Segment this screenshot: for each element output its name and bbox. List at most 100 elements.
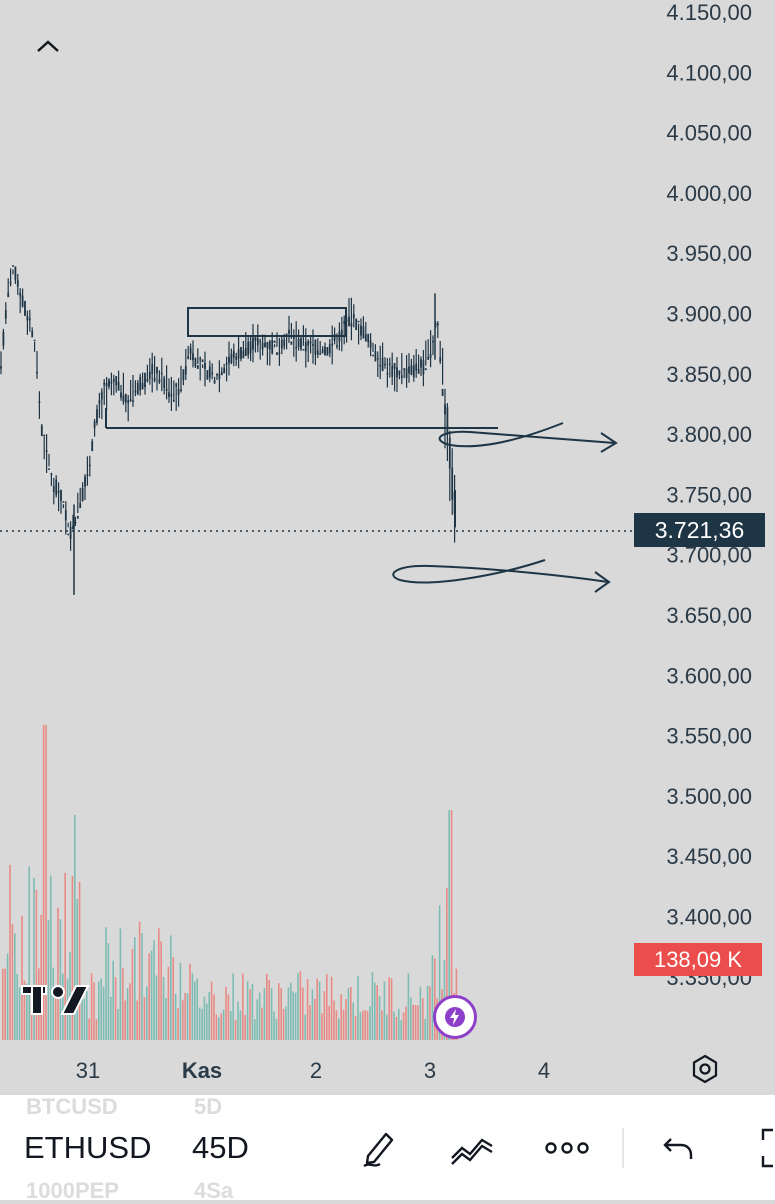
volume-bar <box>285 1006 287 1040</box>
candle-body <box>398 370 401 375</box>
indicators-button[interactable] <box>446 1122 498 1174</box>
volume-bar <box>110 996 112 1040</box>
volume-bar <box>287 987 290 1040</box>
volume-bar <box>141 933 143 1040</box>
arrowhead-upper <box>600 432 618 453</box>
candle-body <box>384 363 386 366</box>
time-axis[interactable]: 31 Kas 2 3 4 <box>76 1058 550 1083</box>
volume-bar <box>62 973 64 1040</box>
candle-body <box>88 464 91 467</box>
price-axis-label: 4.050,00 <box>666 121 752 146</box>
volume-bar <box>179 962 182 1040</box>
volume-bar <box>30 990 33 1040</box>
candle-body <box>300 338 302 349</box>
volume-bar <box>290 982 292 1040</box>
volume-bar <box>218 1017 220 1040</box>
candle-body <box>146 379 149 382</box>
candle-body <box>93 421 96 428</box>
candle-body <box>55 479 58 496</box>
chart-canvas[interactable]: 4.150,00 4.100,00 4.050,00 4.000,00 3.950,00… <box>0 0 775 1095</box>
chart-settings-button[interactable] <box>688 1052 722 1086</box>
price-axis-label: 4.000,00 <box>666 181 752 206</box>
candle-body <box>333 334 336 341</box>
volume-bar <box>326 974 328 1040</box>
volume-bar <box>364 1009 366 1040</box>
fullscreen-button[interactable] <box>740 1122 775 1174</box>
volume-bar <box>268 979 270 1040</box>
candle-body <box>38 401 41 404</box>
volume-bar <box>165 997 167 1040</box>
more-dots-icon <box>545 1142 589 1154</box>
candle-body <box>81 488 84 502</box>
volume-bar <box>333 1000 335 1040</box>
volume-bar <box>405 1006 407 1040</box>
candle-body <box>21 295 24 307</box>
candle-body <box>16 280 19 287</box>
volume-bar <box>419 986 422 1040</box>
volume-bar <box>174 993 177 1040</box>
candle-body <box>424 368 427 371</box>
candle-body <box>374 351 377 362</box>
volume-bar <box>59 919 62 1040</box>
candle-body <box>225 363 228 365</box>
volume-bar <box>400 1019 402 1040</box>
candle-body <box>103 382 106 385</box>
candle-body <box>184 365 187 375</box>
collapse-button[interactable] <box>30 30 66 62</box>
candle-body <box>172 399 175 402</box>
volume-bar <box>177 1008 179 1040</box>
volume-bar <box>362 1010 364 1040</box>
volume-bar <box>119 928 122 1040</box>
candle-body <box>446 407 449 435</box>
candle-body <box>288 329 290 334</box>
volume-bar <box>417 1005 419 1040</box>
candle-body <box>429 354 432 358</box>
volume-bar <box>155 975 158 1040</box>
candle-body <box>187 356 190 360</box>
candle-body <box>444 404 446 415</box>
arrow-drawing-upper[interactable] <box>438 422 616 448</box>
candle-body <box>302 349 305 351</box>
candle-body <box>386 372 389 375</box>
candle-body <box>67 533 70 536</box>
candle-body <box>204 362 206 369</box>
volume-bar <box>220 1013 222 1040</box>
toolbar-divider <box>622 1128 624 1168</box>
candle-body <box>295 346 298 349</box>
tradingview-logo[interactable] <box>20 980 90 1020</box>
candle-body <box>451 467 454 500</box>
volume-bar <box>407 973 410 1040</box>
price-axis-label: 3.600,00 <box>666 663 752 688</box>
candle-body <box>312 344 314 346</box>
candle-body <box>115 376 118 386</box>
volume-bar <box>153 940 155 1040</box>
candle-body <box>314 339 317 355</box>
draw-tool-button[interactable] <box>352 1122 404 1174</box>
volume-bar <box>342 1009 345 1040</box>
candle-body <box>372 354 374 357</box>
time-axis-label: 3 <box>424 1058 436 1083</box>
chart-area[interactable]: 4.150,00 4.100,00 4.050,00 4.000,00 3.950,00… <box>0 0 775 1095</box>
flash-button[interactable] <box>433 995 477 1039</box>
candle-body <box>43 434 46 437</box>
candle-body <box>254 337 257 341</box>
price-axis[interactable]: 4.150,00 4.100,00 4.050,00 4.000,00 3.950,00… <box>666 0 752 990</box>
candle-body <box>132 400 134 402</box>
volume-bar <box>126 988 129 1040</box>
candle-body <box>357 320 360 323</box>
volume-bar <box>294 992 297 1040</box>
range-box-drawing[interactable] <box>187 307 347 337</box>
candle-body <box>247 341 250 356</box>
arrow-drawing-lower[interactable] <box>392 559 609 584</box>
volume-bar <box>261 1007 263 1040</box>
candle-body <box>388 363 391 365</box>
price-axis-label: 3.950,00 <box>666 241 752 266</box>
interval-selector[interactable]: 45D <box>192 1130 249 1165</box>
volume-bar <box>258 992 261 1040</box>
volume-bar <box>52 967 54 1040</box>
symbol-selector[interactable]: ETHUSD <box>24 1130 152 1165</box>
more-button[interactable] <box>541 1122 593 1174</box>
candle-body <box>86 474 89 476</box>
candle-body <box>199 357 202 360</box>
undo-button[interactable] <box>652 1122 704 1174</box>
